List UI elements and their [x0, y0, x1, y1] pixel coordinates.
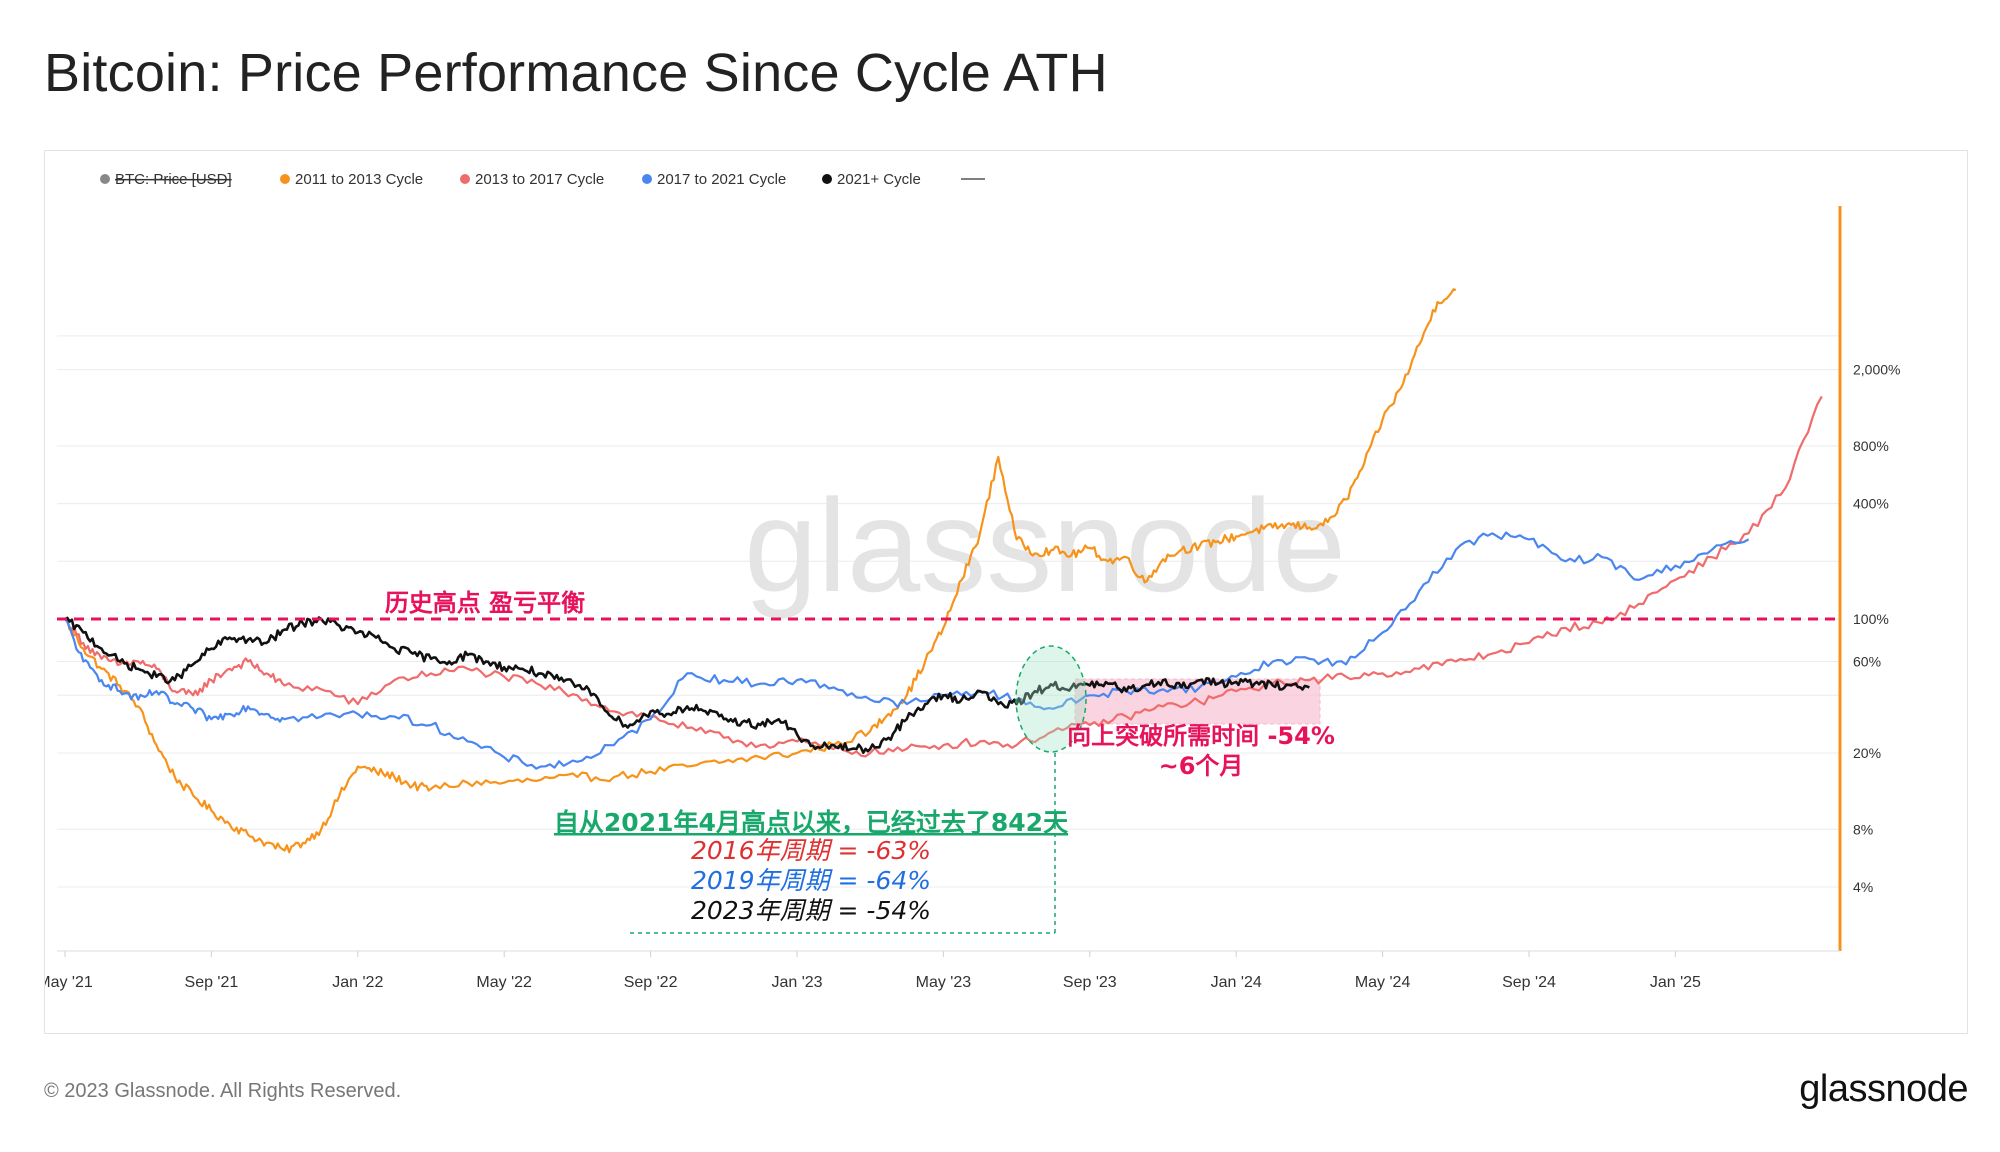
cycle-2023-label: 2023年周期 = -54% — [691, 896, 931, 925]
legend: BTC: Price [USD] 2011 to 2013 Cycle 2013 t… — [100, 171, 985, 188]
chart-title: Bitcoin: Price Performance Since Cycle A… — [44, 43, 1108, 103]
series-line-2 — [64, 395, 1823, 758]
legend-swatch — [460, 174, 470, 184]
x-tick-label: May '23 — [916, 974, 972, 991]
series-line-4 — [64, 616, 1310, 755]
y-tick-label: 100% — [1853, 611, 1889, 627]
legend-entry[interactable]: BTC: Price [USD] — [115, 171, 232, 188]
y-tick-label: 2,000% — [1853, 362, 1900, 378]
y-axis-ticks: 2,000% 800% 400% 100% 60% 20% 8% 4% — [1853, 362, 1900, 895]
ath-reference-label: 历史高点 盈亏平衡 — [385, 589, 585, 617]
legend-entry[interactable]: 2013 to 2017 Cycle — [475, 171, 604, 188]
series-line-1 — [64, 288, 1457, 854]
breakout-label-line1: 向上突破所需时间 -54% — [1067, 722, 1335, 750]
y-tick-label: 4% — [1853, 879, 1873, 895]
chart-svg: glassnode May '21 Sep '21 Jan '22 May '22 Se… — [45, 171, 1900, 991]
legend-entry[interactable]: 2021+ Cycle — [837, 171, 921, 188]
series-layer — [64, 288, 1823, 854]
y-tick-label: 8% — [1853, 821, 1873, 837]
x-tick-label: Sep '22 — [624, 974, 678, 991]
legend-swatch — [642, 174, 652, 184]
x-tick-label: Sep '24 — [1502, 974, 1556, 991]
x-tick-label: Jan '23 — [771, 974, 822, 991]
x-tick-label: Jan '24 — [1211, 974, 1262, 991]
x-tick-label: Sep '23 — [1063, 974, 1117, 991]
legend-entry[interactable]: 2011 to 2013 Cycle — [295, 171, 423, 188]
x-axis-ticks: May '21 Sep '21 Jan '22 May '22 Sep '22 Jan '… — [45, 951, 1701, 991]
chart-frame: glassnode May '21 Sep '21 Jan '22 May '22 Se… — [44, 150, 1968, 1034]
copyright-text: © 2023 Glassnode. All Rights Reserved. — [44, 1080, 402, 1102]
legend-swatch — [100, 174, 110, 184]
y-tick-label: 20% — [1853, 745, 1881, 761]
y-tick-label: 400% — [1853, 496, 1889, 512]
legend-swatch — [822, 174, 832, 184]
x-tick-label: May '22 — [476, 974, 532, 991]
x-tick-label: May '21 — [45, 974, 93, 991]
days-since-ath-label: 自从2021年4月高点以来，已经过去了842天 — [554, 808, 1068, 837]
series-line-3 — [64, 531, 1750, 770]
current-zone-highlight — [1015, 645, 1087, 753]
y-tick-label: 60% — [1853, 654, 1881, 670]
legend-swatch — [280, 174, 290, 184]
x-tick-label: Jan '25 — [1650, 974, 1701, 991]
x-tick-label: Jan '22 — [332, 974, 383, 991]
glassnode-logo: glassnode — [1799, 1068, 1968, 1110]
cycle-2019-label: 2019年周期 = -64% — [691, 866, 931, 895]
y-tick-label: 800% — [1853, 438, 1889, 454]
cycle-2016-label: 2016年周期 = -63% — [691, 836, 931, 865]
watermark: glassnode — [744, 472, 1346, 619]
breakout-label-line2: ~6个月 — [1159, 752, 1244, 780]
x-tick-label: Sep '21 — [185, 974, 239, 991]
legend-entry[interactable]: 2017 to 2021 Cycle — [657, 171, 786, 188]
x-tick-label: May '24 — [1355, 974, 1411, 991]
